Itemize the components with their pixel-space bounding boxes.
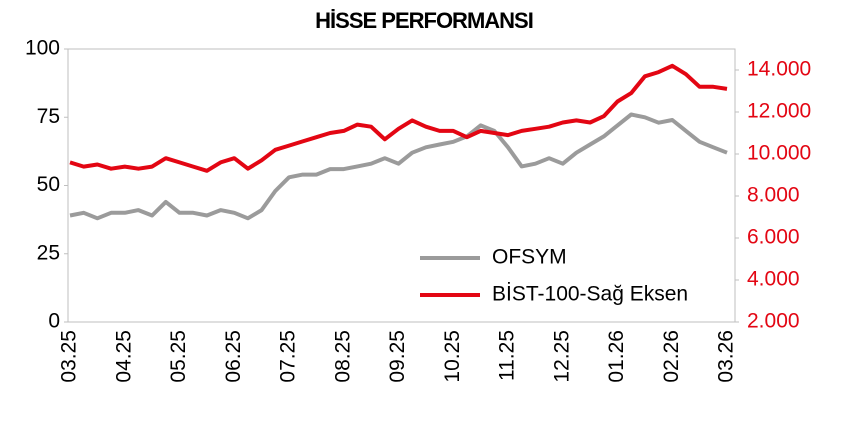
x-tick-label: 01.26 [605,330,628,383]
x-tick-label: 08.25 [331,330,354,383]
x-tick-label: 03.26 [715,330,738,383]
y2-tick-label: 8.000 [747,184,800,207]
y2-tick-label: 10.000 [747,142,811,165]
series-line [69,63,728,173]
series-line [69,112,728,221]
x-tick-label: 04.25 [112,330,135,383]
x-tick-label: 07.25 [277,330,300,383]
chart-title: HİSSE PERFORMANSI [315,8,533,33]
x-tick-label: 02.26 [660,330,683,383]
x-tick-label: 03.25 [58,330,81,383]
y-tick-label: 100 [25,37,60,60]
y-tick-label: 0 [48,310,60,333]
y2-tick-label: 12.000 [747,100,811,123]
x-tick-label: 12.25 [550,330,573,383]
x-tick-label: 05.25 [167,330,190,383]
x-tick-label: 10.25 [441,330,464,383]
y2-tick-label: 2.000 [747,310,800,333]
y-tick-label: 75 [37,105,60,128]
y2-tick-label: 14.000 [747,58,811,81]
x-tick-label: 09.25 [386,330,409,383]
y-tick-label: 25 [37,241,60,264]
y2-tick-label: 4.000 [747,268,800,291]
x-tick-label: 06.25 [222,330,245,383]
legend-label: OFSYM [492,246,567,269]
x-tick-label: 11.25 [496,330,519,381]
y2-tick-label: 6.000 [747,226,800,249]
legend-label: BİST-100-Sağ Eksen [492,283,688,306]
y-tick-label: 50 [37,173,60,196]
